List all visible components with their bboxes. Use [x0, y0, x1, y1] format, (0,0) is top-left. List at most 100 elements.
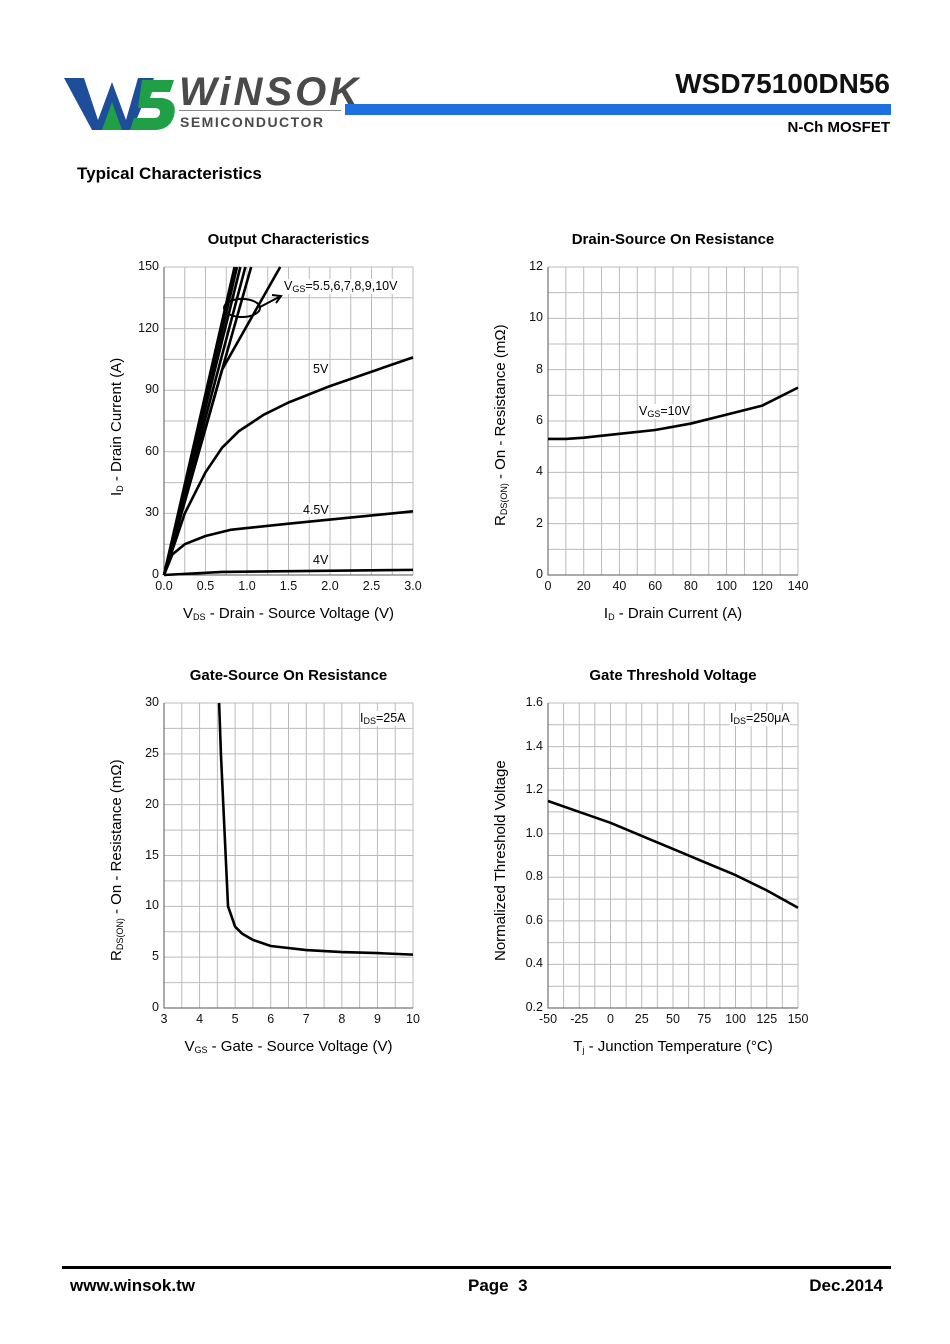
x-tick-label: 3.0 [404, 579, 422, 593]
label-sub: D [115, 485, 125, 492]
y-tick-label: 2 [536, 515, 543, 530]
label-rest: =10V [660, 404, 690, 418]
chart-title: Gate Threshold Voltage [589, 667, 757, 684]
plot-area [547, 266, 799, 576]
plot-area [547, 702, 799, 1009]
y-tick-label: 25 [145, 745, 159, 760]
label-main: I [108, 491, 125, 496]
x-axis-label: VGS - Gate - Source Voltage (V) [119, 1038, 459, 1055]
label-sub: GS [647, 409, 661, 419]
label-main: V [639, 404, 648, 418]
curve-annotation: VGS=10V [639, 404, 690, 419]
label-rest: - On - Resistance (mΩ) [108, 758, 125, 918]
footer-divider [62, 1266, 891, 1269]
curve-annotation: 4.5V [303, 503, 329, 517]
y-tick-label: 1.2 [525, 782, 543, 797]
label-rest: - Junction Temperature (°C) [584, 1038, 773, 1055]
x-axis-label: Tj - Junction Temperature (°C) [503, 1038, 843, 1055]
x-tick-label: 0 [544, 579, 552, 593]
y-tick-label: 10 [529, 310, 543, 325]
x-tick-label: 150 [787, 1012, 809, 1026]
label-main: V [183, 605, 194, 622]
y-tick-label: 1.4 [525, 738, 543, 753]
x-axis-label: VDS - Drain - Source Voltage (V) [119, 605, 459, 622]
x-tick-label: 40 [612, 579, 627, 593]
y-tick-label: 0 [536, 567, 543, 581]
y-tick-label: 0 [152, 567, 159, 581]
label-sub: GS [194, 1045, 208, 1055]
logo-text: WiNSOK [179, 70, 362, 114]
y-tick-label: 12 [529, 259, 543, 273]
x-axis-label: ID - Drain Current (A) [503, 605, 843, 622]
label-main: Normalized Threshold Voltage [492, 759, 509, 961]
series-line-4.5V [162, 510, 414, 576]
x-tick-label: 80 [683, 579, 698, 593]
y-tick-label: 30 [145, 505, 159, 520]
x-tick-label: 120 [751, 579, 773, 593]
x-tick-label: 1.0 [238, 579, 256, 593]
label-rest: =250μA [746, 711, 790, 725]
label-rest: - Gate - Source Voltage (V) [207, 1038, 393, 1055]
winsok-logo-icon [64, 78, 175, 130]
y-tick-label: 5 [152, 949, 159, 964]
x-tick-label: 1.5 [279, 579, 298, 593]
x-tick-label: 75 [697, 1012, 712, 1026]
y-axis-label: Normalized Threshold Voltage [492, 760, 509, 961]
logo-subtext: SEMICONDUCTOR [180, 114, 325, 130]
curve-annotation: VGS=5.5,6,7,8,9,10V [284, 279, 398, 294]
label-rest: - On - Resistance (mΩ) [492, 324, 509, 484]
x-tick-label: 2.0 [321, 579, 339, 593]
footer-website[interactable]: www.winsok.tw [70, 1276, 195, 1295]
curve-annotation: IDS=25A [360, 711, 406, 726]
series-line-5V [162, 356, 414, 576]
label-sub: j [582, 1045, 585, 1055]
label-main: T [573, 1038, 583, 1055]
label-main: V [284, 279, 293, 293]
label-sub: DS [363, 716, 376, 726]
y-tick-label: 4 [536, 464, 543, 479]
curve-annotation: 5V [313, 362, 329, 376]
x-tick-label: 7 [302, 1012, 310, 1026]
part-number: WSD75100DN56 [675, 68, 890, 99]
label-sub: DS(ON) [499, 483, 509, 516]
y-tick-label: 30 [145, 695, 159, 709]
x-tick-label: 5 [231, 1012, 239, 1026]
curve-annotation: IDS=250μA [730, 711, 790, 726]
y-axis-label: RDS(ON) - On - Resistance (mΩ) [108, 759, 125, 961]
y-tick-label: 150 [138, 259, 159, 273]
x-tick-label: 25 [634, 1012, 649, 1026]
x-tick-label: 50 [666, 1012, 680, 1026]
label-rest: - Drain Current (A) [108, 357, 125, 486]
x-tick-label: 100 [725, 1012, 746, 1026]
label-rest: =25A [376, 711, 406, 725]
x-tick-label: 140 [787, 579, 809, 593]
x-tick-label: 8 [338, 1012, 346, 1026]
label-rest: =5.5,6,7,8,9,10V [305, 279, 398, 293]
y-tick-label: 20 [145, 796, 159, 811]
label-sub: DS [193, 612, 206, 622]
series-line-IDS=250uA [547, 799, 799, 909]
y-tick-label: 0 [152, 1000, 159, 1014]
x-tick-label: 100 [716, 579, 737, 593]
y-tick-label: 0.8 [525, 869, 543, 884]
curve-annotation: 4V [313, 553, 329, 567]
label-main: R [108, 949, 125, 961]
label-rest: - Drain Current (A) [614, 605, 743, 622]
y-tick-label: 8 [536, 361, 543, 376]
device-type: N-Ch MOSFET [787, 119, 891, 136]
label-main: R [492, 515, 509, 526]
series-line-4V [163, 568, 414, 577]
plot-area [162, 266, 414, 577]
series-line-10V [162, 266, 236, 576]
x-tick-label: 10 [406, 1012, 420, 1026]
y-tick-label: 120 [138, 320, 159, 335]
x-tick-label: 2.5 [362, 579, 381, 593]
y-axis-label: RDS(ON) - On - Resistance (mΩ) [492, 324, 509, 526]
y-tick-label: 0.4 [525, 956, 543, 971]
footer-date: Dec.2014 [809, 1276, 883, 1295]
label-main: I [603, 605, 609, 622]
label-sub: DS [733, 716, 746, 726]
label-rest: - Drain - Source Voltage (V) [205, 605, 394, 622]
label-sub: DS(ON) [115, 917, 125, 950]
